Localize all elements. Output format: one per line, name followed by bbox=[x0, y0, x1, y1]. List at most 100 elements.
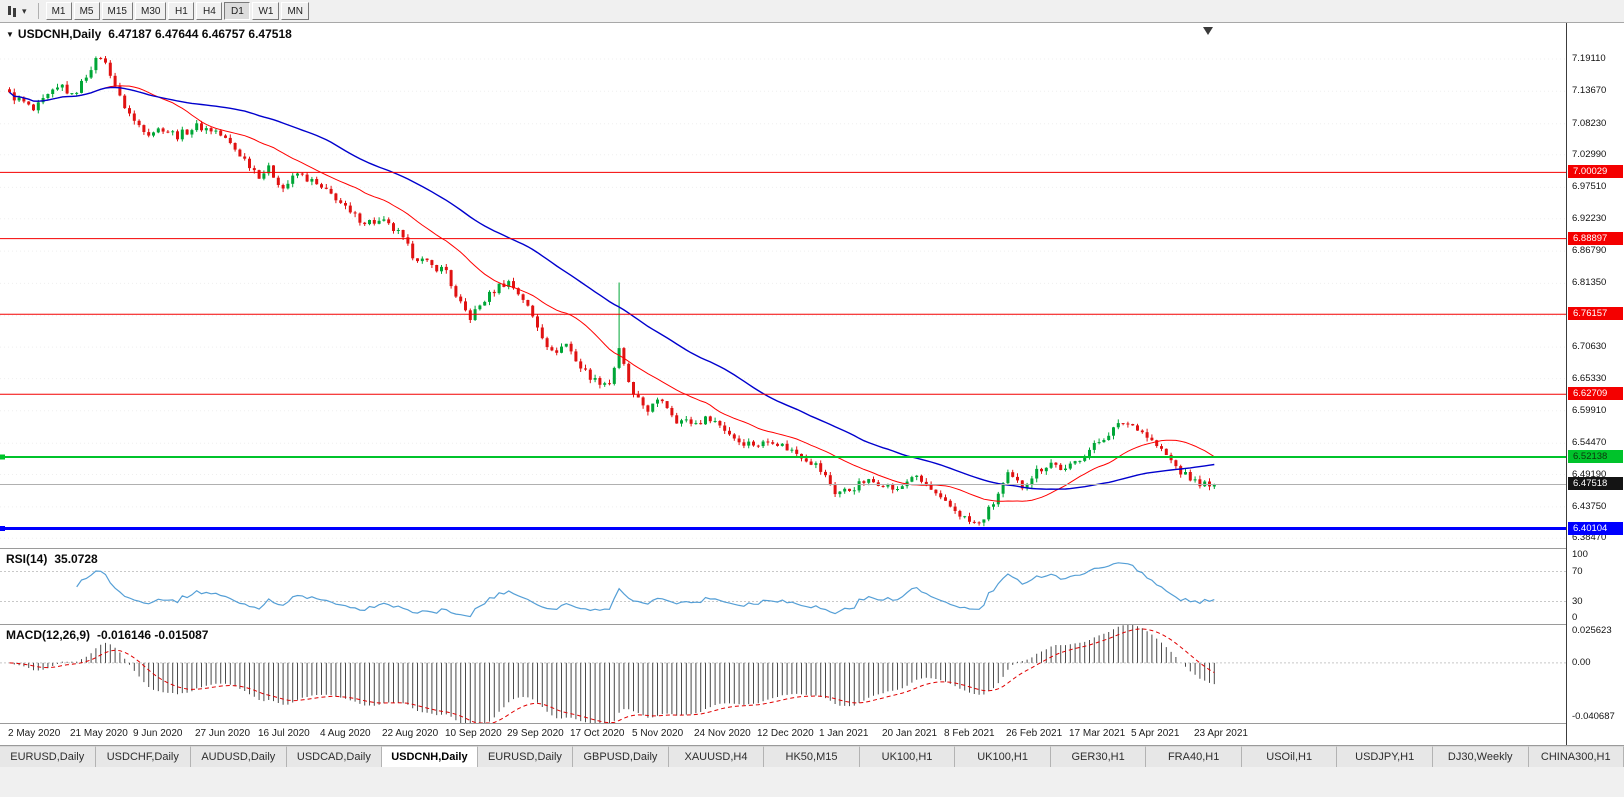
date-label: 5 Nov 2020 bbox=[632, 728, 684, 739]
chart-tab-dj30-weekly[interactable]: DJ30,Weekly bbox=[1432, 746, 1529, 767]
timeframe-button-mn[interactable]: MN bbox=[281, 2, 309, 20]
chart-symbol-period: USDCNH,Daily bbox=[17, 27, 102, 41]
toolbar: ▾ M1 M5 M15 M30 H1 H4 D1 W1 MN bbox=[0, 0, 1624, 23]
chart-tab-audusd-daily[interactable]: AUDUSD,Daily bbox=[191, 746, 287, 767]
chart-tab-usdcnh-daily[interactable]: USDCNH,Daily bbox=[382, 746, 478, 767]
price-badge-7.00029: 7.00029 bbox=[1568, 165, 1623, 178]
chart-tab-uk100-h1[interactable]: UK100,H1 bbox=[955, 746, 1051, 767]
macd-label: MACD(12,26,9) -0.016146 -0.015087 bbox=[6, 628, 208, 642]
date-label: 20 Jan 2021 bbox=[882, 728, 938, 739]
price-axis-label: 7.02990 bbox=[1572, 149, 1607, 160]
chart-tab-xauusd-h4[interactable]: XAUUSD,H4 bbox=[668, 746, 765, 767]
price-badge-6.88897: 6.88897 bbox=[1568, 232, 1623, 245]
timeframe-buttons: M1 M5 M15 M30 H1 H4 D1 W1 MN bbox=[45, 2, 309, 20]
price-badge-6.52138: 6.52138 bbox=[1568, 450, 1623, 463]
chart-title: ▼ USDCNH,Daily 6.47187 6.47644 6.46757 6.4… bbox=[6, 27, 292, 41]
timeframe-button-m5[interactable]: M5 bbox=[73, 2, 100, 20]
timeframe-button-h4[interactable]: H4 bbox=[196, 2, 223, 20]
chart-tab-fra40-h1[interactable]: FRA40,H1 bbox=[1146, 746, 1242, 767]
panel-separator[interactable] bbox=[0, 548, 1566, 549]
collapse-arrow-icon[interactable]: ▼ bbox=[6, 30, 14, 39]
date-label: 26 Feb 2021 bbox=[1006, 728, 1063, 739]
chart-tab-china300-h1[interactable]: CHINA300,H1 bbox=[1528, 746, 1624, 767]
chart-tab-hk50-m15[interactable]: HK50,M15 bbox=[764, 746, 860, 767]
toolbar-separator bbox=[37, 3, 39, 19]
price-axis-label: 6.43750 bbox=[1572, 501, 1607, 512]
panel-separator[interactable] bbox=[0, 624, 1566, 625]
price-axis-label: 6.81350 bbox=[1572, 277, 1607, 288]
ma-fast-line bbox=[9, 85, 1215, 502]
macd-panel-canvas[interactable] bbox=[0, 625, 1566, 723]
date-label: 23 Apr 2021 bbox=[1194, 728, 1248, 739]
price-axis-label: 7.08230 bbox=[1572, 118, 1607, 129]
hline-handle[interactable] bbox=[0, 526, 5, 531]
chart-tab-usoil-h1[interactable]: USOil,H1 bbox=[1241, 746, 1338, 767]
price-axis-label: 6.97510 bbox=[1572, 181, 1607, 192]
chart-tab-eurusd-daily[interactable]: EURUSD,Daily bbox=[0, 746, 96, 767]
chart-type-icon[interactable] bbox=[5, 5, 19, 18]
chart-window: ▼ USDCNH,Daily 6.47187 6.47644 6.46757 6.4… bbox=[0, 23, 1624, 745]
rsi-panel-canvas[interactable] bbox=[0, 549, 1566, 624]
macd-axis-label: 0.025623 bbox=[1572, 625, 1612, 636]
date-label: 24 Nov 2020 bbox=[694, 728, 751, 739]
timeframe-button-m15[interactable]: M15 bbox=[101, 2, 133, 20]
chart-tabs-bar: EURUSD,Daily USDCHF,Daily AUDUSD,Daily USDC… bbox=[0, 745, 1624, 767]
date-label: 21 May 2020 bbox=[70, 728, 128, 739]
price-axis-label: 6.38470 bbox=[1572, 532, 1607, 543]
rsi-line bbox=[76, 562, 1215, 618]
date-label: 29 Sep 2020 bbox=[507, 728, 564, 739]
time-axis[interactable]: 2 May 2020 21 May 2020 9 Jun 2020 27 Jun 20… bbox=[0, 724, 1566, 745]
chart-tab-eurusd-daily[interactable]: EURUSD,Daily bbox=[477, 746, 574, 767]
chart-tab-usdchf-daily[interactable]: USDCHF,Daily bbox=[95, 746, 192, 767]
macd-axis-label: 0.00 bbox=[1572, 657, 1591, 668]
price-axis[interactable]: 7.19110 7.13670 7.08230 7.02990 6.97510 6.922… bbox=[1566, 23, 1624, 745]
date-label: 17 Mar 2021 bbox=[1069, 728, 1126, 739]
chart-ohlc-values: 6.47187 6.47644 6.46757 6.47518 bbox=[108, 27, 292, 41]
right-shift-marker[interactable] bbox=[1203, 27, 1213, 35]
price-axis-label: 7.13670 bbox=[1572, 85, 1607, 96]
date-label: 1 Jan 2021 bbox=[819, 728, 869, 739]
price-badge-6.40104: 6.40104 bbox=[1568, 522, 1623, 535]
chevron-down-icon[interactable]: ▾ bbox=[22, 5, 27, 16]
timeframe-button-w1[interactable]: W1 bbox=[252, 2, 280, 20]
date-label: 22 Aug 2020 bbox=[382, 728, 439, 739]
date-label: 2 May 2020 bbox=[8, 728, 61, 739]
macd-axis[interactable]: 0.025623 0.00 -0.040687 bbox=[1567, 625, 1624, 723]
macd-signal-line bbox=[9, 628, 1215, 723]
date-label: 27 Jun 2020 bbox=[195, 728, 251, 739]
price-axis-label: 6.92230 bbox=[1572, 213, 1607, 224]
macd-axis-label: -0.040687 bbox=[1572, 711, 1615, 722]
price-axis-label: 7.19110 bbox=[1572, 53, 1606, 64]
ma-slow-line bbox=[9, 86, 1215, 490]
price-badge-6.62709: 6.62709 bbox=[1568, 387, 1623, 400]
price-axis-label: 6.86790 bbox=[1572, 245, 1607, 256]
timeframe-button-m1[interactable]: M1 bbox=[45, 2, 72, 20]
candlestick-series bbox=[8, 56, 1216, 527]
macd-value: -0.016146 -0.015087 bbox=[97, 628, 209, 642]
rsi-axis[interactable]: 100 70 30 0 bbox=[1567, 549, 1624, 624]
price-axis-label: 6.54470 bbox=[1572, 437, 1607, 448]
chart-tab-gbpusd-daily[interactable]: GBPUSD,Daily bbox=[573, 746, 669, 767]
price-axis-main[interactable]: 7.19110 7.13670 7.08230 7.02990 6.97510 6.922… bbox=[1567, 23, 1624, 548]
timeframe-button-d1[interactable]: D1 bbox=[224, 2, 251, 20]
rsi-axis-label: 30 bbox=[1572, 596, 1583, 607]
rsi-name: RSI(14) bbox=[6, 552, 48, 566]
rsi-axis-label: 70 bbox=[1572, 566, 1583, 577]
timeframe-button-m30[interactable]: M30 bbox=[134, 2, 167, 20]
chart-tab-ger30-h1[interactable]: GER30,H1 bbox=[1050, 746, 1147, 767]
macd-name: MACD(12,26,9) bbox=[6, 628, 91, 642]
chart-tab-usdcad-daily[interactable]: USDCAD,Daily bbox=[286, 746, 383, 767]
date-label: 12 Dec 2020 bbox=[757, 728, 814, 739]
price-axis-label: 6.59910 bbox=[1572, 405, 1607, 416]
date-label: 8 Feb 2021 bbox=[944, 728, 995, 739]
price-badge-6.76157: 6.76157 bbox=[1568, 307, 1623, 320]
price-chart-canvas[interactable] bbox=[0, 23, 1566, 548]
chart-plot-area[interactable]: ▼ USDCNH,Daily 6.47187 6.47644 6.46757 6.4… bbox=[0, 23, 1566, 745]
timeframe-button-h1[interactable]: H1 bbox=[168, 2, 195, 20]
date-label: 4 Aug 2020 bbox=[320, 728, 371, 739]
date-label: 17 Oct 2020 bbox=[570, 728, 625, 739]
chart-tab-uk100-h1[interactable]: UK100,H1 bbox=[859, 746, 956, 767]
rsi-value: 35.0728 bbox=[54, 552, 98, 566]
hline-handle[interactable] bbox=[0, 454, 5, 460]
chart-tab-usdjpy-h1[interactable]: USDJPY,H1 bbox=[1337, 746, 1433, 767]
